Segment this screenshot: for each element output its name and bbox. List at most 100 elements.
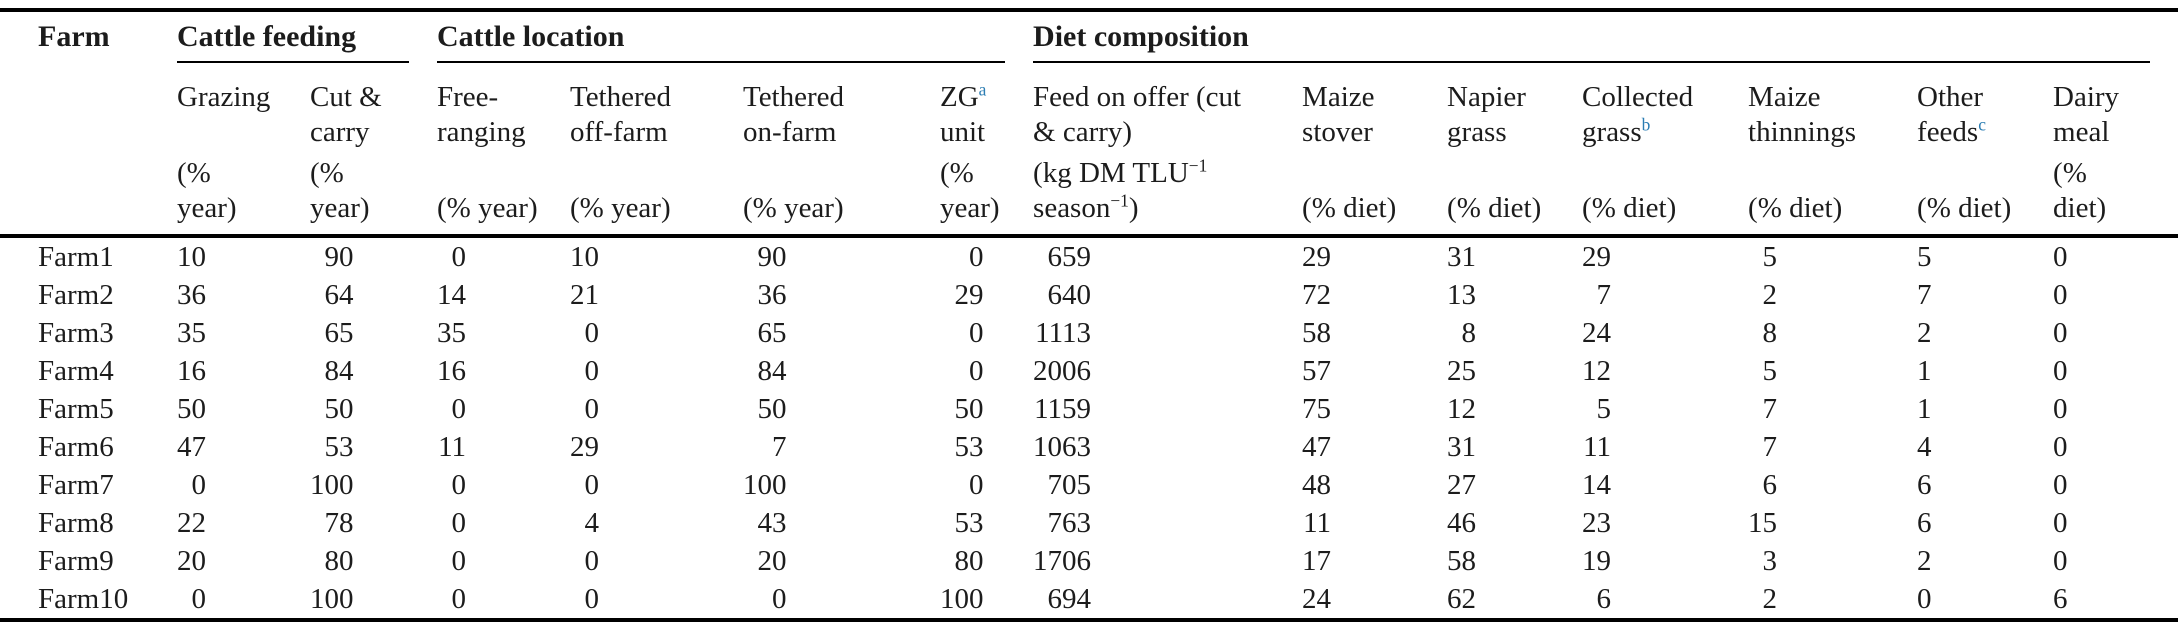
- cell-farm5-zg-unit: 50: [954, 393, 984, 425]
- table-row-farm7: Farm7 0 100 0 0 100 0 705 48 27 14 6 6 0: [0, 466, 2178, 504]
- footnote-marker-c: c: [1978, 114, 1986, 135]
- cell-farm10-other-feeds: 0: [1917, 580, 2054, 622]
- cell-farm2-collected-grass: 7: [1596, 279, 1612, 311]
- cell-farm4-tethered-on-farm: 84: [757, 355, 787, 387]
- cell-farm9-tethered-on-farm: 20: [757, 545, 787, 577]
- cell-farm2-napier-grass: 13: [1447, 279, 1477, 311]
- cell-farm4-cut-and-carry: 84: [324, 355, 354, 387]
- cell-farm2-zg-unit: 29: [954, 279, 984, 311]
- cell-farm1-free-ranging: 0: [451, 241, 467, 273]
- cell-farm8-tethered-on-farm: 43: [757, 507, 787, 539]
- cell-farm9-napier-grass: 58: [1447, 545, 1477, 577]
- cell-farm1-feed-on-offer: 659: [1047, 241, 1092, 273]
- cell-farm7-free-ranging: 0: [451, 469, 467, 501]
- cell-farm9-cut-and-carry: 80: [324, 545, 354, 577]
- column-header-grazing: Grazing (% year): [177, 78, 310, 238]
- column-header-napier-grass: Napier grass (% diet): [1447, 78, 1583, 238]
- cell-farm2-cut-and-carry: 64: [324, 279, 354, 311]
- column-header-free-ranging: Free- ranging (% year): [437, 78, 570, 238]
- cell-farm8-maize-stover: 11: [1303, 507, 1332, 539]
- cell-farm10-tethered-off-farm: 0: [570, 580, 743, 622]
- row-header-farm6: Farm6: [38, 431, 114, 463]
- cell-farm8-other-feeds: 6: [1917, 507, 1932, 539]
- cell-farm7-dairy-meal: 0: [2053, 469, 2068, 501]
- farm-column-header: Farm: [0, 10, 177, 238]
- cell-farm6-free-ranging: 11: [438, 431, 466, 463]
- cell-farm9-maize-thinnings: 3: [1762, 545, 1778, 577]
- row-header-farm1: Farm1: [38, 241, 114, 273]
- cell-farm7-tethered-off-farm: 0: [584, 469, 600, 501]
- cell-farm8-tethered-off-farm: 4: [584, 507, 600, 539]
- cell-farm9-other-feeds: 2: [1917, 545, 1932, 577]
- column-header-cut-and-carry: Cut & carry (% year): [310, 78, 437, 238]
- cell-farm4-zg-unit: 0: [969, 355, 984, 387]
- cell-farm2-dairy-meal: 0: [2053, 279, 2068, 311]
- cell-farm3-zg-unit: 0: [969, 317, 984, 349]
- row-header-farm4: Farm4: [38, 355, 114, 387]
- column-header-row: Grazing (% year) Cut & carry (% year) Free- …: [0, 78, 2178, 238]
- cell-farm3-free-ranging: 35: [437, 317, 466, 349]
- cell-farm6-feed-on-offer: 1063: [1033, 431, 1092, 463]
- table-row-farm6: Farm6 47 53 11 29 7 53 1063 47 31 11 7 4 0: [0, 428, 2178, 466]
- footnote-marker-a: a: [978, 79, 987, 100]
- cell-farm9-tethered-off-farm: 0: [584, 545, 600, 577]
- cell-farm6-other-feeds: 4: [1917, 431, 1932, 463]
- cell-farm10-maize-stover: 24: [1302, 580, 1448, 622]
- cell-farm2-maize-thinnings: 2: [1762, 279, 1778, 311]
- cell-farm1-dairy-meal: 0: [2053, 241, 2068, 273]
- cell-farm3-maize-thinnings: 8: [1762, 317, 1778, 349]
- cell-farm1-zg-unit: 0: [969, 241, 984, 273]
- cell-farm7-collected-grass: 14: [1582, 469, 1612, 501]
- cell-farm6-tethered-on-farm: 7: [772, 431, 787, 463]
- column-header-other-feeds: Other feedsc (% diet): [1917, 78, 2054, 238]
- cell-farm9-free-ranging: 0: [451, 545, 467, 577]
- cell-farm5-maize-stover: 75: [1302, 393, 1332, 425]
- cell-farm5-tethered-on-farm: 50: [757, 393, 787, 425]
- cell-farm7-feed-on-offer: 705: [1047, 469, 1092, 501]
- cell-farm8-napier-grass: 46: [1447, 507, 1477, 539]
- cell-farm4-maize-stover: 57: [1302, 355, 1332, 387]
- cell-farm6-tethered-off-farm: 29: [570, 431, 599, 463]
- cell-farm4-maize-thinnings: 5: [1762, 355, 1778, 387]
- cell-farm5-collected-grass: 5: [1596, 393, 1612, 425]
- cell-farm3-maize-stover: 58: [1302, 317, 1332, 349]
- row-header-farm8: Farm8: [38, 507, 114, 539]
- cell-farm10-feed-on-offer: 694: [1033, 580, 1303, 622]
- cell-farm10-cut-and-carry: 100: [310, 580, 437, 622]
- cell-farm5-feed-on-offer: 1159: [1034, 393, 1092, 425]
- column-group-header-cattle-location: Cattle location: [437, 10, 1033, 78]
- cell-farm4-napier-grass: 25: [1447, 355, 1477, 387]
- cell-farm10-maize-thinnings: 2: [1748, 580, 1918, 622]
- cell-farm8-maize-thinnings: 15: [1748, 507, 1778, 539]
- cell-farm8-collected-grass: 23: [1582, 507, 1612, 539]
- cell-farm5-napier-grass: 12: [1447, 393, 1477, 425]
- column-header-zg-unit: ZGa unit (% year): [940, 78, 1034, 238]
- column-header-dairy-meal: Dairy meal (% diet): [2053, 78, 2178, 238]
- farm-practices-table: Farm Cattle feeding Cattle location Diet c…: [0, 8, 2178, 622]
- cell-farm6-dairy-meal: 0: [2053, 431, 2068, 463]
- cell-farm9-collected-grass: 19: [1582, 545, 1612, 577]
- cell-farm10-free-ranging: 0: [437, 580, 570, 622]
- column-header-maize-thinnings: Maize thinnings (% diet): [1748, 78, 1918, 238]
- cell-farm3-grazing: 35: [177, 317, 206, 349]
- cell-farm1-tethered-off-farm: 10: [570, 241, 599, 273]
- cell-farm8-dairy-meal: 0: [2053, 507, 2068, 539]
- cell-farm3-tethered-on-farm: 65: [757, 317, 787, 349]
- cell-farm7-cut-and-carry: 100: [310, 469, 354, 501]
- cell-farm8-cut-and-carry: 78: [324, 507, 354, 539]
- column-header-tethered-off-farm: Tethered off-farm (% year): [570, 78, 743, 238]
- cell-farm5-grazing: 50: [177, 393, 206, 425]
- row-header-farm3: Farm3: [38, 317, 114, 349]
- cell-farm8-zg-unit: 53: [954, 507, 984, 539]
- cell-farm3-collected-grass: 24: [1582, 317, 1612, 349]
- table-row-farm5: Farm5 50 50 0 0 50 50 1159 75 12 5 7 1 0: [0, 390, 2178, 428]
- group-header-row: Farm Cattle feeding Cattle location Diet c…: [0, 10, 2178, 238]
- column-header-tethered-on-farm: Tethered on-farm (% year): [743, 78, 940, 238]
- cell-farm3-tethered-off-farm: 0: [584, 317, 600, 349]
- cell-farm6-zg-unit: 53: [954, 431, 984, 463]
- cell-farm7-zg-unit: 0: [969, 469, 984, 501]
- footnote-marker-b: b: [1641, 114, 1651, 135]
- cell-farm1-tethered-on-farm: 90: [757, 241, 787, 273]
- cell-farm1-other-feeds: 5: [1917, 241, 1932, 273]
- cell-farm2-tethered-on-farm: 36: [757, 279, 787, 311]
